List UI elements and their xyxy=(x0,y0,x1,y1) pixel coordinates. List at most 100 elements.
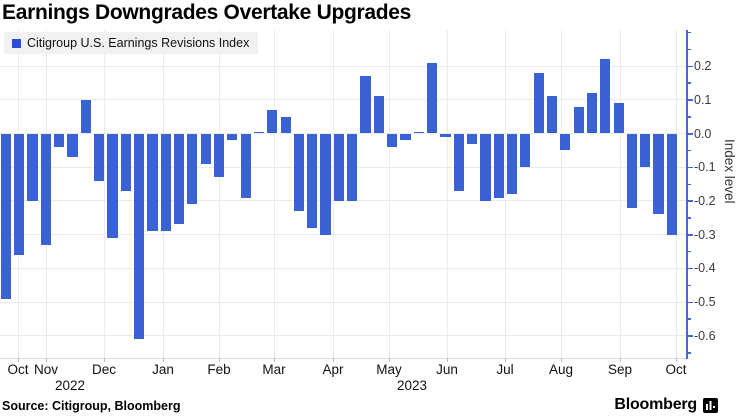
y-major-tick xyxy=(687,335,693,337)
y-axis-line xyxy=(686,30,688,359)
month-label: Dec xyxy=(91,362,117,377)
bar xyxy=(573,106,584,134)
bar xyxy=(653,133,664,215)
v-gridline xyxy=(389,30,390,358)
bar xyxy=(440,133,451,137)
x-tick xyxy=(18,358,19,362)
y-minor-tick xyxy=(687,82,691,84)
x-tick xyxy=(389,358,390,362)
y-major-tick xyxy=(687,200,693,202)
h-gridline xyxy=(0,267,686,269)
y-minor-tick xyxy=(687,48,691,51)
y-major-tick xyxy=(687,65,693,68)
bar xyxy=(413,131,424,134)
x-tick xyxy=(104,358,105,362)
y-minor-tick xyxy=(687,149,691,152)
plot-area xyxy=(0,30,686,358)
y-tick-label: 0.2 xyxy=(694,59,712,74)
month-label: Jan xyxy=(152,362,174,377)
bar xyxy=(626,133,638,208)
legend-label: Citigroup U.S. Earnings Revisions Index xyxy=(27,36,250,50)
year-label: 2023 xyxy=(396,378,428,393)
y-tick-label: -0.5 xyxy=(694,295,716,309)
bloomberg-brand: Bloomberg xyxy=(614,396,718,414)
source-note: Source: Citigroup, Bloomberg xyxy=(2,399,181,413)
v-gridline xyxy=(333,30,334,358)
bar xyxy=(0,133,11,299)
legend-swatch-icon xyxy=(12,38,21,48)
v-gridline xyxy=(219,30,220,358)
bar xyxy=(480,133,491,201)
y-tick-label: 0.1 xyxy=(694,92,712,107)
bar xyxy=(80,99,91,134)
v-gridline xyxy=(620,30,621,358)
bar xyxy=(387,133,398,147)
x-tick xyxy=(620,358,621,362)
y-minor-tick xyxy=(687,318,691,320)
bar xyxy=(94,133,105,181)
bar xyxy=(666,133,677,235)
v-gridline xyxy=(274,30,275,358)
bar xyxy=(586,93,598,134)
bar xyxy=(307,133,318,228)
bar xyxy=(187,133,198,205)
bar xyxy=(107,133,118,238)
h-gridline xyxy=(0,99,686,101)
month-label: Mar xyxy=(262,362,286,377)
bar xyxy=(640,133,651,168)
bar xyxy=(173,133,185,225)
chart-title: Earnings Downgrades Overtake Upgrades xyxy=(2,1,412,24)
month-label: Feb xyxy=(207,362,231,377)
month-label: Nov xyxy=(33,362,59,377)
year-label: 2022 xyxy=(54,378,86,393)
month-label: Aug xyxy=(548,362,574,377)
bar xyxy=(267,109,278,134)
y-tick-label: -0.2 xyxy=(694,193,716,208)
v-gridline xyxy=(561,30,562,358)
x-tick xyxy=(505,358,506,362)
bar xyxy=(253,131,265,134)
month-label: Jun xyxy=(436,362,458,377)
bar xyxy=(14,133,25,255)
bar xyxy=(134,133,145,340)
x-tick xyxy=(46,358,47,362)
bar xyxy=(293,133,305,211)
bloomberg-wordmark: Bloomberg xyxy=(614,396,697,413)
h-gridline xyxy=(0,335,686,337)
y-minor-tick xyxy=(687,284,691,287)
bar xyxy=(600,59,611,134)
y-major-tick xyxy=(687,99,693,101)
bar xyxy=(213,133,225,178)
y-minor-tick xyxy=(687,217,691,219)
h-gridline xyxy=(0,234,686,236)
bar xyxy=(27,133,38,201)
y-major-tick xyxy=(687,133,693,135)
bar xyxy=(520,133,531,168)
y-minor-tick xyxy=(687,250,691,253)
bar xyxy=(120,133,131,191)
bar xyxy=(546,96,558,134)
x-tick xyxy=(561,358,562,362)
bar xyxy=(493,133,504,198)
x-tick xyxy=(163,358,164,362)
y-tick-label: 0.0 xyxy=(694,126,712,141)
bar xyxy=(467,133,478,144)
month-label: Oct xyxy=(665,362,687,377)
x-tick xyxy=(447,358,448,362)
v-gridline xyxy=(104,30,105,358)
bar xyxy=(400,133,411,141)
x-tick xyxy=(333,358,334,362)
bar xyxy=(320,133,331,235)
y-minor-tick xyxy=(687,183,691,186)
y-tick-label: -0.3 xyxy=(694,227,716,242)
y-minor-tick xyxy=(687,352,691,354)
y-axis-title: Index level xyxy=(722,139,737,204)
y-tick-label: -0.1 xyxy=(694,160,716,175)
x-tick xyxy=(219,358,220,362)
bar xyxy=(333,133,344,201)
bar xyxy=(373,96,384,134)
month-label: Jul xyxy=(496,362,514,377)
y-major-tick xyxy=(687,301,693,303)
bar xyxy=(147,133,158,232)
